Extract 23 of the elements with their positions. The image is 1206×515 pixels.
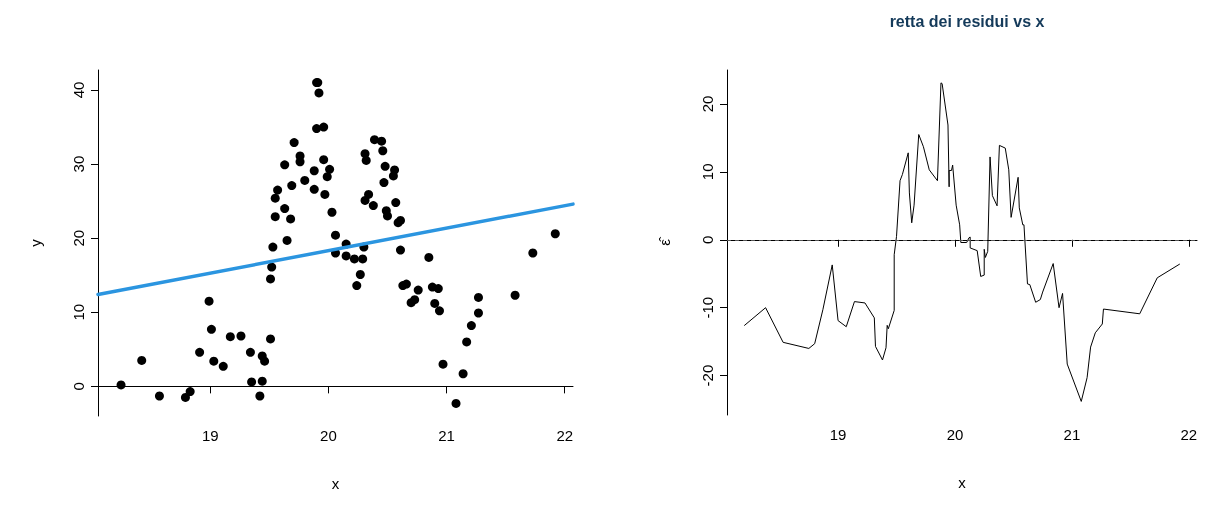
y-tick-label: -10: [699, 296, 716, 319]
chart-title: retta dei residui vs x: [889, 12, 1045, 30]
y-tick-label: 20: [699, 95, 716, 113]
x-tick-label: 21: [1063, 426, 1081, 443]
y-tick-label: 30: [70, 155, 87, 173]
x-tick-label: 19: [829, 426, 847, 443]
y-axis-title: ε̂: [656, 236, 673, 246]
x-tick-label: 20: [946, 426, 964, 443]
y-axis-title: y: [27, 238, 44, 247]
x-axis-title: x: [958, 474, 967, 491]
x-tick-label: 21: [438, 427, 455, 444]
x-axis-title: x: [331, 475, 340, 492]
y-tick-label: 10: [699, 163, 716, 181]
y-tick-label: 10: [70, 303, 87, 321]
x-tick-label: 19: [201, 427, 219, 444]
y-tick-label: 20: [70, 229, 87, 247]
x-tick-label: 20: [320, 427, 337, 444]
y-tick-label: 0: [70, 382, 87, 391]
y-tick-label: -20: [699, 364, 716, 387]
x-tick-label: 22: [556, 427, 574, 444]
y-tick-label: 40: [70, 81, 87, 99]
x-tick-label: 22: [1180, 426, 1198, 443]
y-tick-label: 0: [699, 235, 716, 244]
